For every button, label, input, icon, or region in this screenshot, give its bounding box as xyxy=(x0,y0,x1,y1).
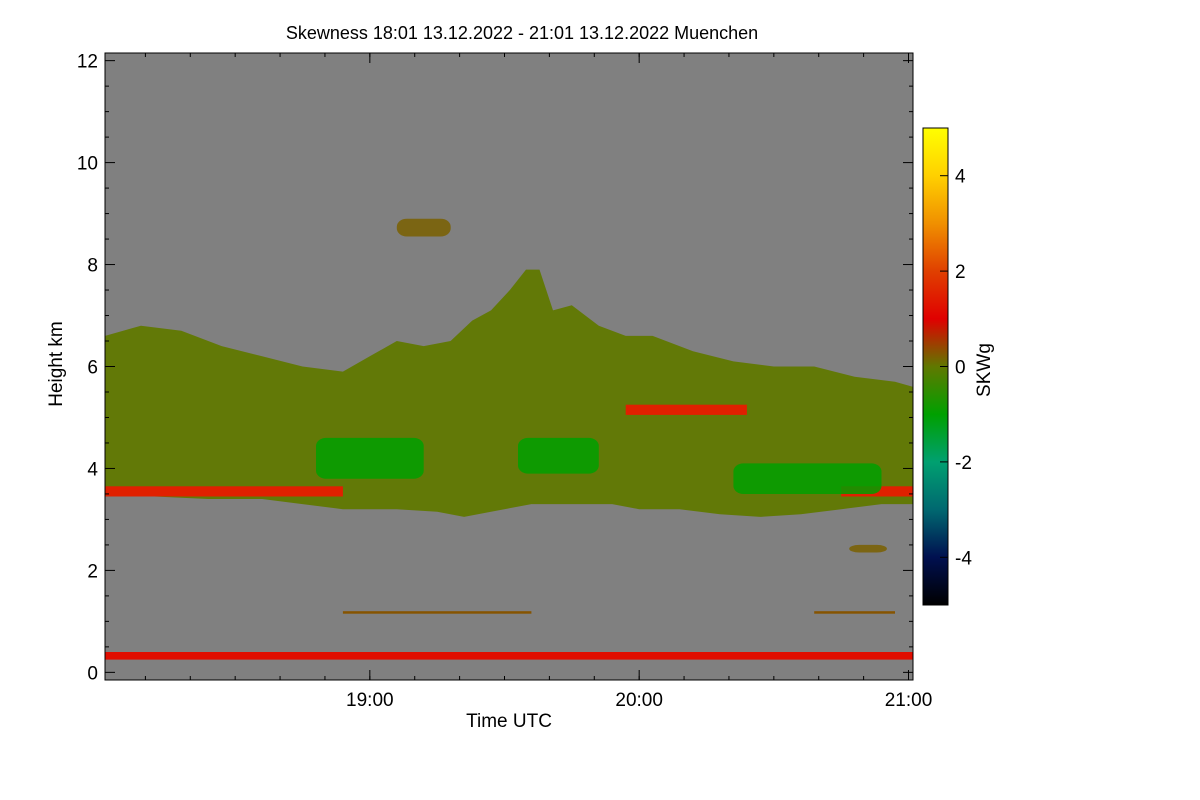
colorbar-tick-label: -4 xyxy=(955,548,972,569)
colorbar-ticks: 4 2 0 -2 -4 xyxy=(940,167,972,569)
y-tick-label: 2 xyxy=(87,561,98,582)
negative-skewness-patch xyxy=(316,437,424,479)
thin-aerosol-layer xyxy=(814,611,895,614)
y-axis: 0 2 4 6 8 10 12 xyxy=(77,52,913,684)
features-group xyxy=(105,218,914,660)
y-tick-label: 10 xyxy=(77,154,98,175)
y-tick-label: 4 xyxy=(87,459,98,480)
positive-skewness-band xyxy=(105,486,343,497)
colorbar-label: SKWg xyxy=(974,343,995,397)
negative-skewness-patch xyxy=(733,463,882,494)
isolated-cloud-patch xyxy=(396,218,451,237)
isolated-cloud-patch xyxy=(849,544,887,553)
cloud-layer xyxy=(105,269,914,517)
thin-aerosol-layer xyxy=(342,611,532,614)
x-tick-label: 21:00 xyxy=(885,690,933,711)
cloud-layer-group xyxy=(105,269,914,517)
x-tick-label: 19:00 xyxy=(346,690,394,711)
colorbar-tick-label: -2 xyxy=(955,453,972,474)
negative-skewness-patch xyxy=(518,437,599,474)
y-tick-label: 6 xyxy=(87,358,98,379)
plot-area xyxy=(104,52,914,681)
x-axis-label: Time UTC xyxy=(466,711,552,732)
colorbar-tick-label: 4 xyxy=(955,167,966,188)
colorbar-tick-label: 2 xyxy=(955,262,966,283)
x-tick-label: 20:00 xyxy=(615,690,663,711)
y-tick-label: 12 xyxy=(77,52,98,73)
y-axis-label: Height km xyxy=(46,321,67,407)
x-axis: 19:00 20:00 21:00 xyxy=(144,53,933,711)
y-tick-label: 8 xyxy=(87,256,98,277)
positive-skewness-band xyxy=(625,404,747,415)
surface-layer xyxy=(105,652,914,660)
y-tick-label: 0 xyxy=(87,663,98,684)
colorbar: 4 2 0 -2 -4 SKWg xyxy=(922,127,995,606)
chart-title: Skewness 18:01 13.12.2022 - 21:01 13.12.… xyxy=(286,23,758,43)
colorbar-tick-label: 0 xyxy=(955,358,966,379)
